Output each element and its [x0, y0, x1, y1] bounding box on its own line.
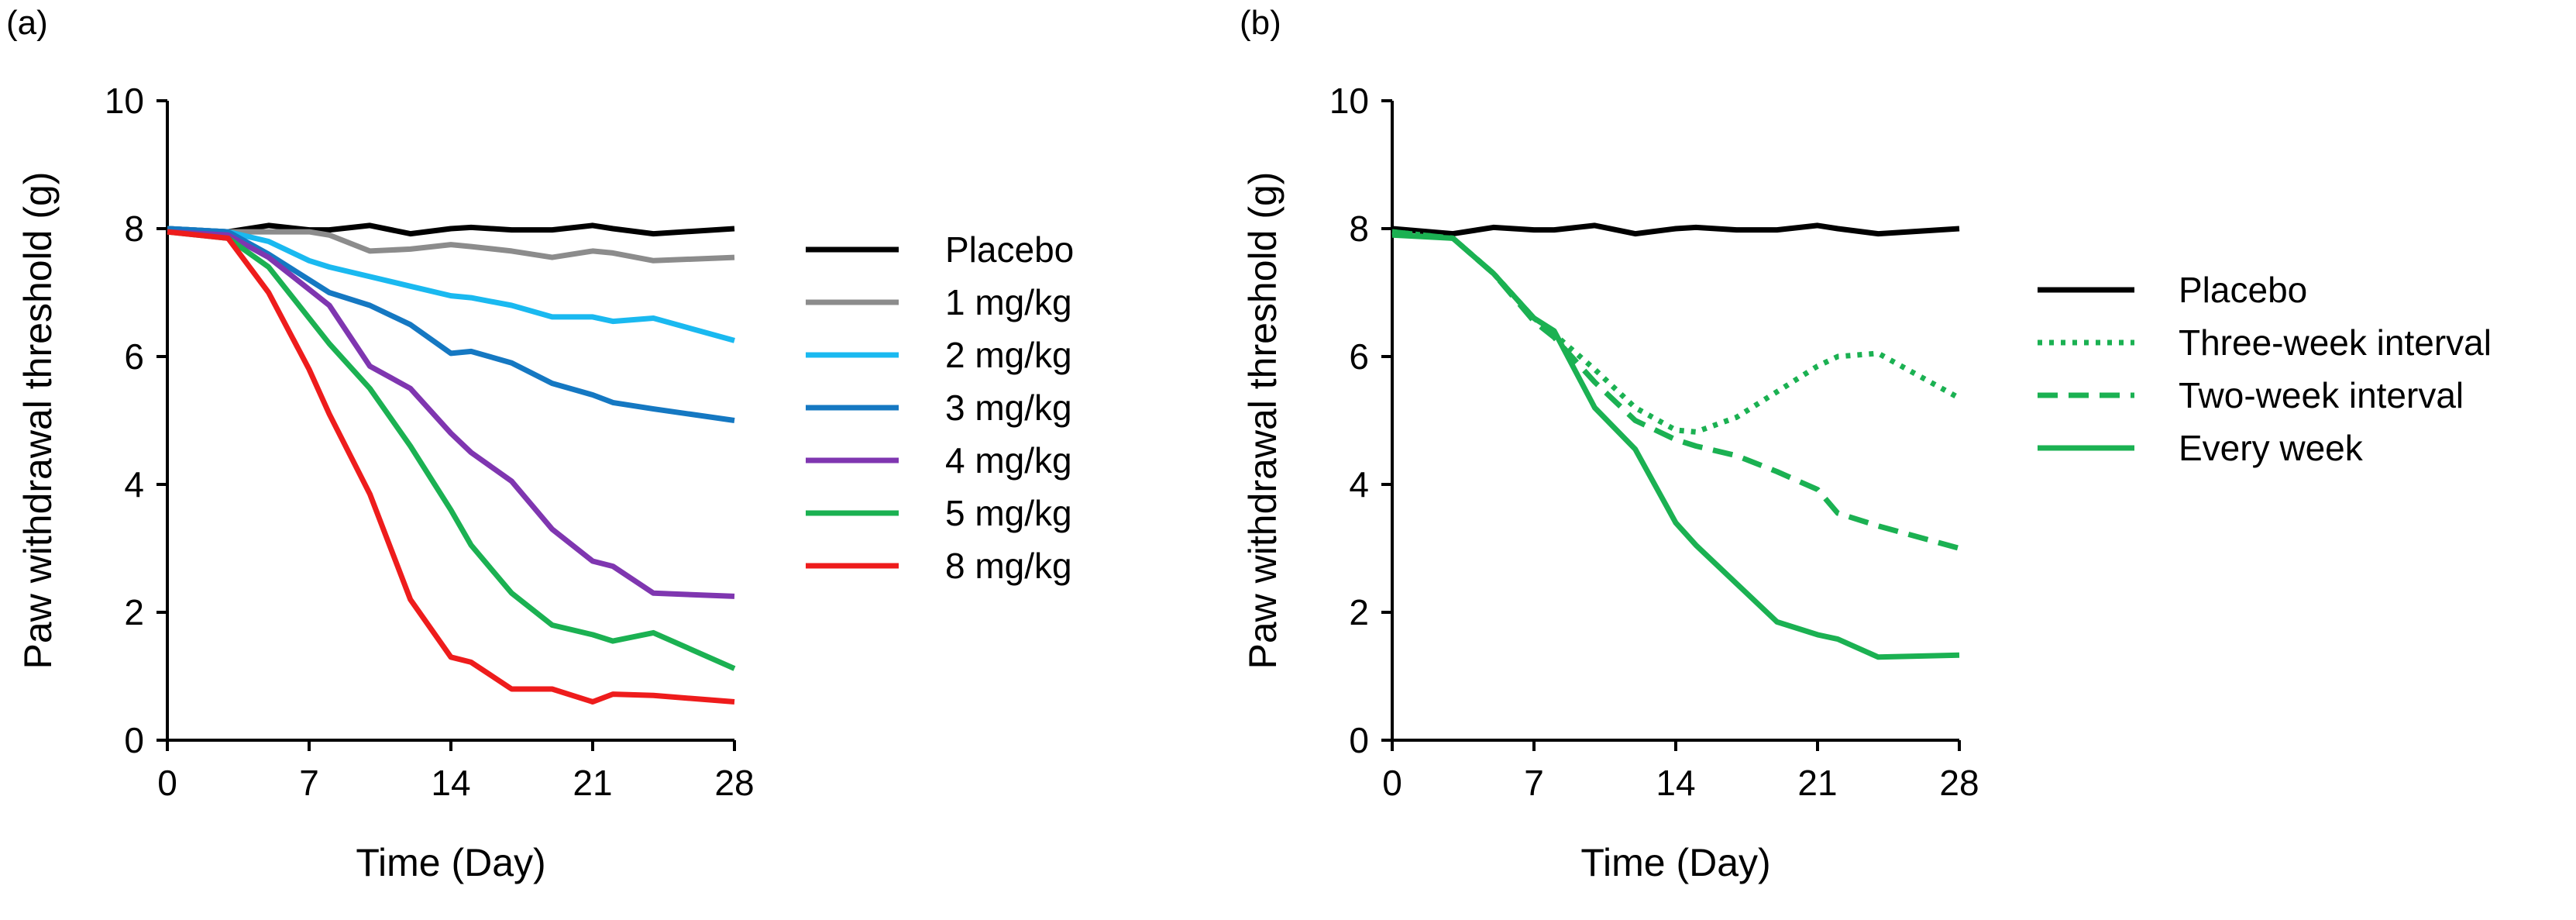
- series-line-8-mg-kg: [167, 229, 735, 705]
- x-axis-title: Time (Day): [1580, 841, 1770, 884]
- panel-label: (a): [6, 4, 48, 42]
- legend-label: 1 mg/kg: [945, 282, 1072, 322]
- x-tick-label: 7: [1524, 763, 1544, 803]
- legend-label: 2 mg/kg: [945, 335, 1072, 375]
- legend-label: 5 mg/kg: [945, 493, 1072, 533]
- legend-label: Placebo: [2179, 270, 2307, 310]
- y-tick-label: 6: [124, 336, 144, 377]
- x-tick-label: 7: [299, 763, 319, 803]
- series-line-two-week-interval: [1391, 229, 1960, 551]
- y-tick-label: 0: [124, 720, 144, 760]
- series-line-5-mg-kg: [167, 229, 736, 671]
- y-tick-label: 6: [1349, 336, 1369, 377]
- panel-b: (b) 0 2 4 6 8 10 0 7 14 21 28 Time (Day) Paw withdraw…: [1240, 4, 2492, 884]
- series-line-placebo: [167, 222, 735, 237]
- x-tick-label: 28: [1939, 763, 1979, 803]
- x-tick-label: 14: [431, 763, 470, 803]
- x-tick-label: 21: [1797, 763, 1837, 803]
- y-tick-label: 0: [1349, 720, 1369, 760]
- series-line-4-mg-kg: [167, 229, 735, 599]
- y-axis-title: Paw withdrawal threshold (g): [1241, 172, 1285, 670]
- y-tick-label: 2: [124, 592, 144, 632]
- x-tick-label: 0: [1382, 763, 1402, 803]
- y-tick-label: 8: [124, 208, 144, 249]
- y-tick-label: 2: [1349, 592, 1369, 632]
- series-line-placebo: [1391, 222, 1960, 237]
- series-line-every-week: [1391, 232, 1960, 660]
- x-tick-label: 21: [573, 763, 612, 803]
- series-line-3-mg-kg: [167, 226, 735, 423]
- x-tick-label: 14: [1656, 763, 1695, 803]
- legend-label: Placebo: [945, 229, 1074, 270]
- panel-a: (a) 0 2 4 6 8 10 0 7 14 21 28 Time (Day) Paw withdraw…: [6, 4, 1074, 884]
- y-tick-label: 8: [1349, 208, 1369, 249]
- legend-label: Two-week interval: [2179, 375, 2464, 415]
- legend-label: 3 mg/kg: [945, 388, 1072, 428]
- y-tick-label: 4: [124, 464, 144, 505]
- y-tick-label: 4: [1349, 464, 1369, 505]
- panel-label: (b): [1240, 4, 1281, 42]
- series-line-2-mg-kg: [167, 226, 735, 343]
- legend-label: Three-week interval: [2179, 322, 2492, 363]
- legend-label: Every week: [2179, 428, 2364, 468]
- x-axis-title: Time (Day): [356, 841, 545, 884]
- y-tick-label: 10: [1329, 81, 1369, 121]
- x-tick-label: 28: [714, 763, 754, 803]
- legend-label: 8 mg/kg: [945, 546, 1072, 586]
- x-tick-label: 0: [157, 763, 177, 803]
- legend-label: 4 mg/kg: [945, 440, 1072, 481]
- y-axis-title: Paw withdrawal threshold (g): [16, 172, 60, 670]
- series-line-1-mg-kg: [167, 226, 735, 264]
- y-tick-label: 10: [105, 81, 144, 121]
